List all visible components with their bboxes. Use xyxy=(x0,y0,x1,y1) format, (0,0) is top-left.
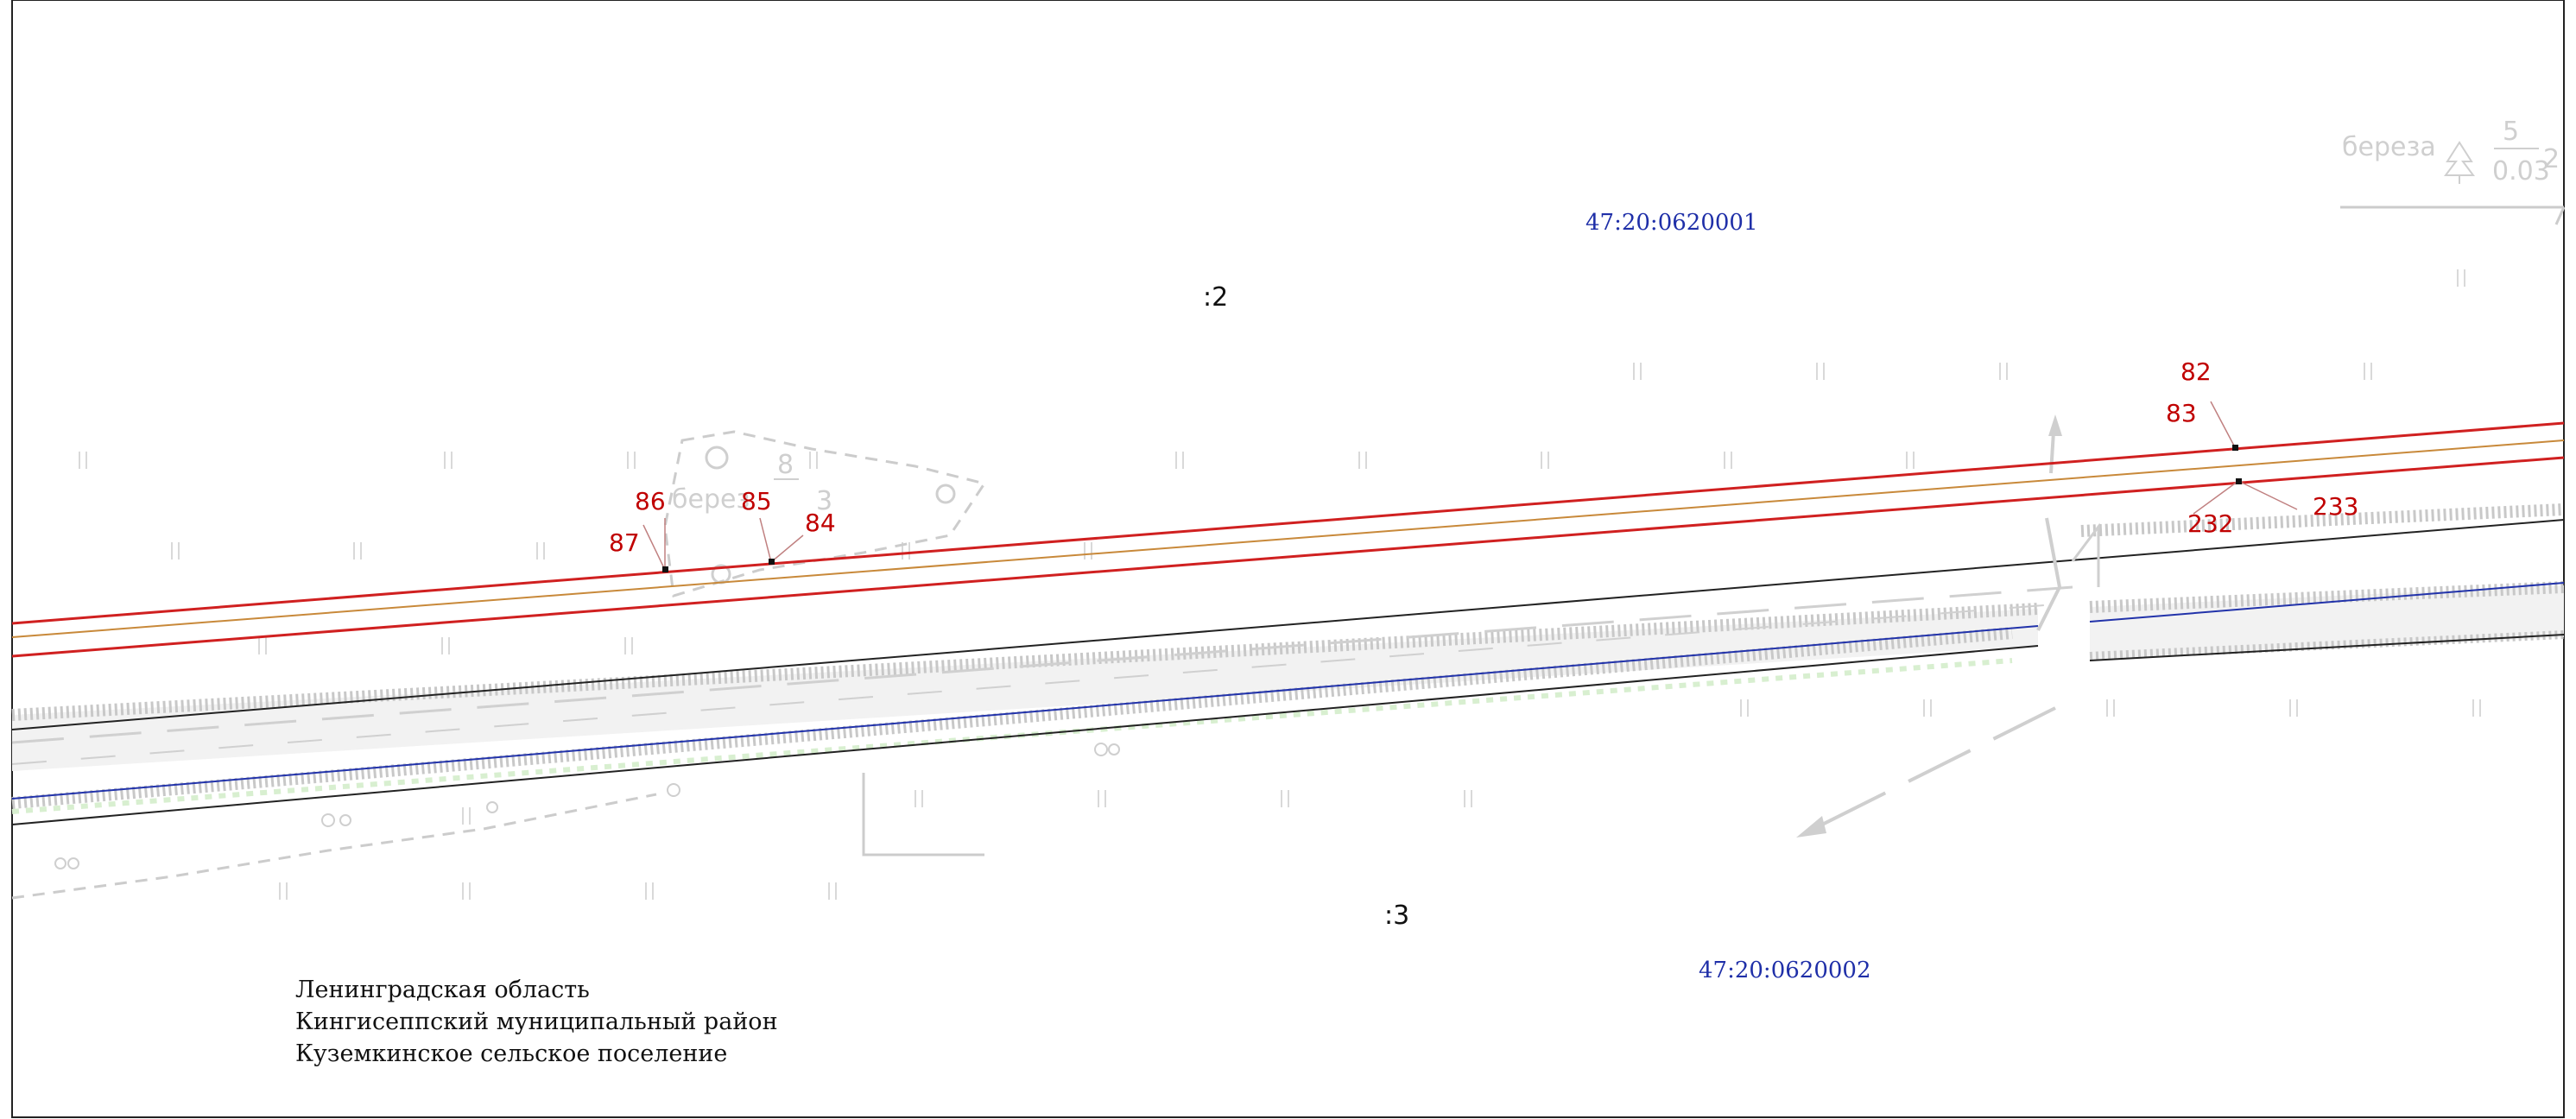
point-83-label: 83 xyxy=(2166,399,2197,427)
svg-text:5: 5 xyxy=(2503,117,2519,147)
parcel-label-north: :2 xyxy=(1203,282,1228,313)
tree-icon xyxy=(2444,141,2475,184)
quarter-label-south: 47:20:0620002 xyxy=(1699,958,1870,983)
road xyxy=(11,414,2565,838)
point-82-marker xyxy=(2232,445,2238,451)
svg-text:8: 8 xyxy=(777,450,794,480)
point-232-marker xyxy=(2236,478,2242,484)
svg-text:3: 3 xyxy=(816,486,832,516)
point-87-label: 87 xyxy=(609,528,640,557)
turning-points: 86 87 85 84 82 83 232 233 xyxy=(609,357,2358,572)
map-frame xyxy=(11,0,2565,1118)
grass-symbols xyxy=(79,269,2481,900)
point-232-label: 232 xyxy=(2187,509,2233,538)
svg-text:2: 2 xyxy=(2543,144,2560,174)
svg-text:береза: береза xyxy=(2342,132,2436,162)
point-82-label: 82 xyxy=(2180,357,2212,386)
point-85-label: 85 xyxy=(741,487,772,515)
boundary-lines xyxy=(11,421,2565,658)
svg-text:берез: берез xyxy=(672,484,750,515)
admin-region: Ленинградская область xyxy=(295,977,590,1003)
tree-symbol-left: берез 8 3 xyxy=(672,450,832,516)
admin-caption: Ленинградская область Кингисеппский муни… xyxy=(295,977,778,1067)
point-87-marker xyxy=(662,566,668,572)
point-233-label: 233 xyxy=(2313,492,2358,521)
tree-symbol-right: береза 5 0.03 2 xyxy=(2342,117,2560,186)
admin-district: Кингисеппский муниципальный район xyxy=(295,1008,778,1035)
point-86-label: 86 xyxy=(635,487,666,515)
point-85-marker xyxy=(769,559,775,565)
quarter-label-north: 47:20:0620001 xyxy=(1585,210,1757,236)
vegetation-contour xyxy=(11,205,2566,900)
svg-text:0.03: 0.03 xyxy=(2492,156,2550,186)
parcel-label-south: :3 xyxy=(1384,901,1409,931)
point-84-label: 84 xyxy=(805,509,836,537)
admin-settlement: Куземкинское сельское поселение xyxy=(295,1040,727,1067)
